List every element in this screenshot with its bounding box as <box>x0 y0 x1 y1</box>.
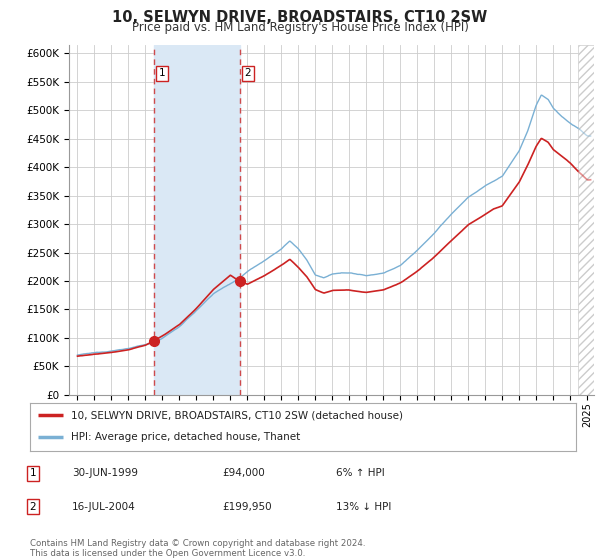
Text: 6% ↑ HPI: 6% ↑ HPI <box>336 468 385 478</box>
Text: 10, SELWYN DRIVE, BROADSTAIRS, CT10 2SW (detached house): 10, SELWYN DRIVE, BROADSTAIRS, CT10 2SW … <box>71 410 403 420</box>
Text: 2: 2 <box>29 502 37 512</box>
Bar <box>154 45 239 395</box>
Text: Contains HM Land Registry data © Crown copyright and database right 2024.
This d: Contains HM Land Registry data © Crown c… <box>30 539 365 558</box>
Text: Price paid vs. HM Land Registry's House Price Index (HPI): Price paid vs. HM Land Registry's House … <box>131 21 469 34</box>
Text: HPI: Average price, detached house, Thanet: HPI: Average price, detached house, Than… <box>71 432 300 442</box>
Text: 10, SELWYN DRIVE, BROADSTAIRS, CT10 2SW: 10, SELWYN DRIVE, BROADSTAIRS, CT10 2SW <box>112 10 488 25</box>
Text: 2: 2 <box>245 68 251 78</box>
Text: 1: 1 <box>159 68 166 78</box>
Bar <box>578 45 594 395</box>
Text: £199,950: £199,950 <box>222 502 272 512</box>
Text: 13% ↓ HPI: 13% ↓ HPI <box>336 502 391 512</box>
Text: £94,000: £94,000 <box>222 468 265 478</box>
Text: 30-JUN-1999: 30-JUN-1999 <box>72 468 138 478</box>
Text: 1: 1 <box>29 468 37 478</box>
Text: 16-JUL-2004: 16-JUL-2004 <box>72 502 136 512</box>
